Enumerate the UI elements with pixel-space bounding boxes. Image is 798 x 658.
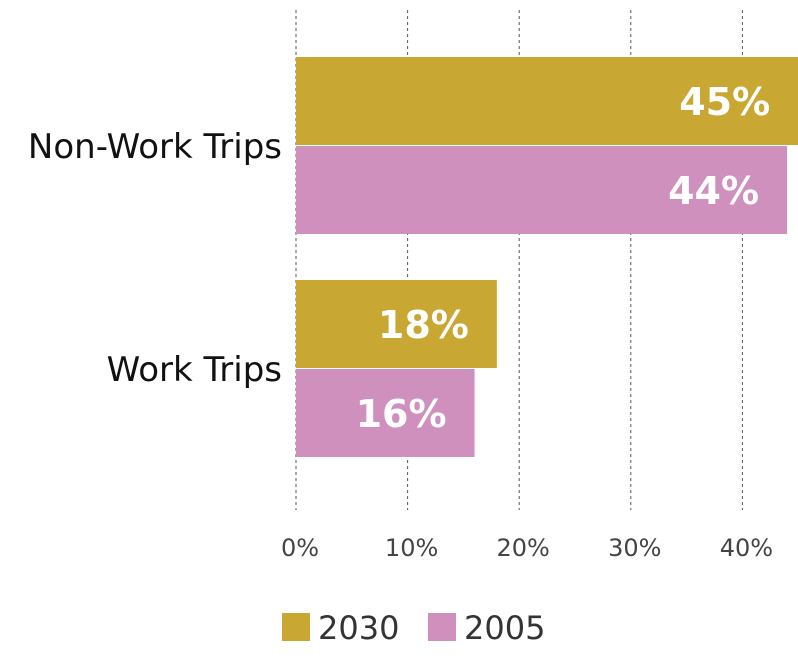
x-tick-label-4: 40% — [720, 534, 773, 562]
x-tick-label-3: 30% — [608, 534, 661, 562]
bar-0-1 — [296, 146, 788, 234]
legend-label-1: 2005 — [464, 609, 545, 647]
legend: 2030 2005 — [282, 609, 545, 647]
category-label-0: Non-Work Trips — [28, 127, 282, 167]
x-tick-label-2: 20% — [497, 534, 550, 562]
x-axis-ticks: 0% 10% 20% 30% 40% — [281, 534, 773, 562]
data-label-1-0: 18% — [378, 303, 469, 347]
data-label-0-0: 45% — [679, 80, 770, 124]
data-label-0-1: 44% — [668, 169, 759, 213]
bars: 45% 44% 18% 16% — [296, 57, 798, 457]
category-label-1: Work Trips — [107, 350, 282, 390]
bar-0-0 — [296, 57, 798, 145]
x-tick-label-0: 0% — [281, 534, 319, 562]
legend-label-0: 2030 — [318, 609, 399, 647]
bar-1-0 — [296, 280, 497, 368]
x-tick-label-1: 10% — [385, 534, 438, 562]
category-labels: Non-Work Trips Work Trips — [28, 127, 282, 390]
data-label-1-1: 16% — [356, 392, 447, 436]
legend-swatch-1 — [428, 613, 456, 641]
legend-swatch-0 — [282, 613, 310, 641]
bar-1-1 — [296, 369, 475, 457]
